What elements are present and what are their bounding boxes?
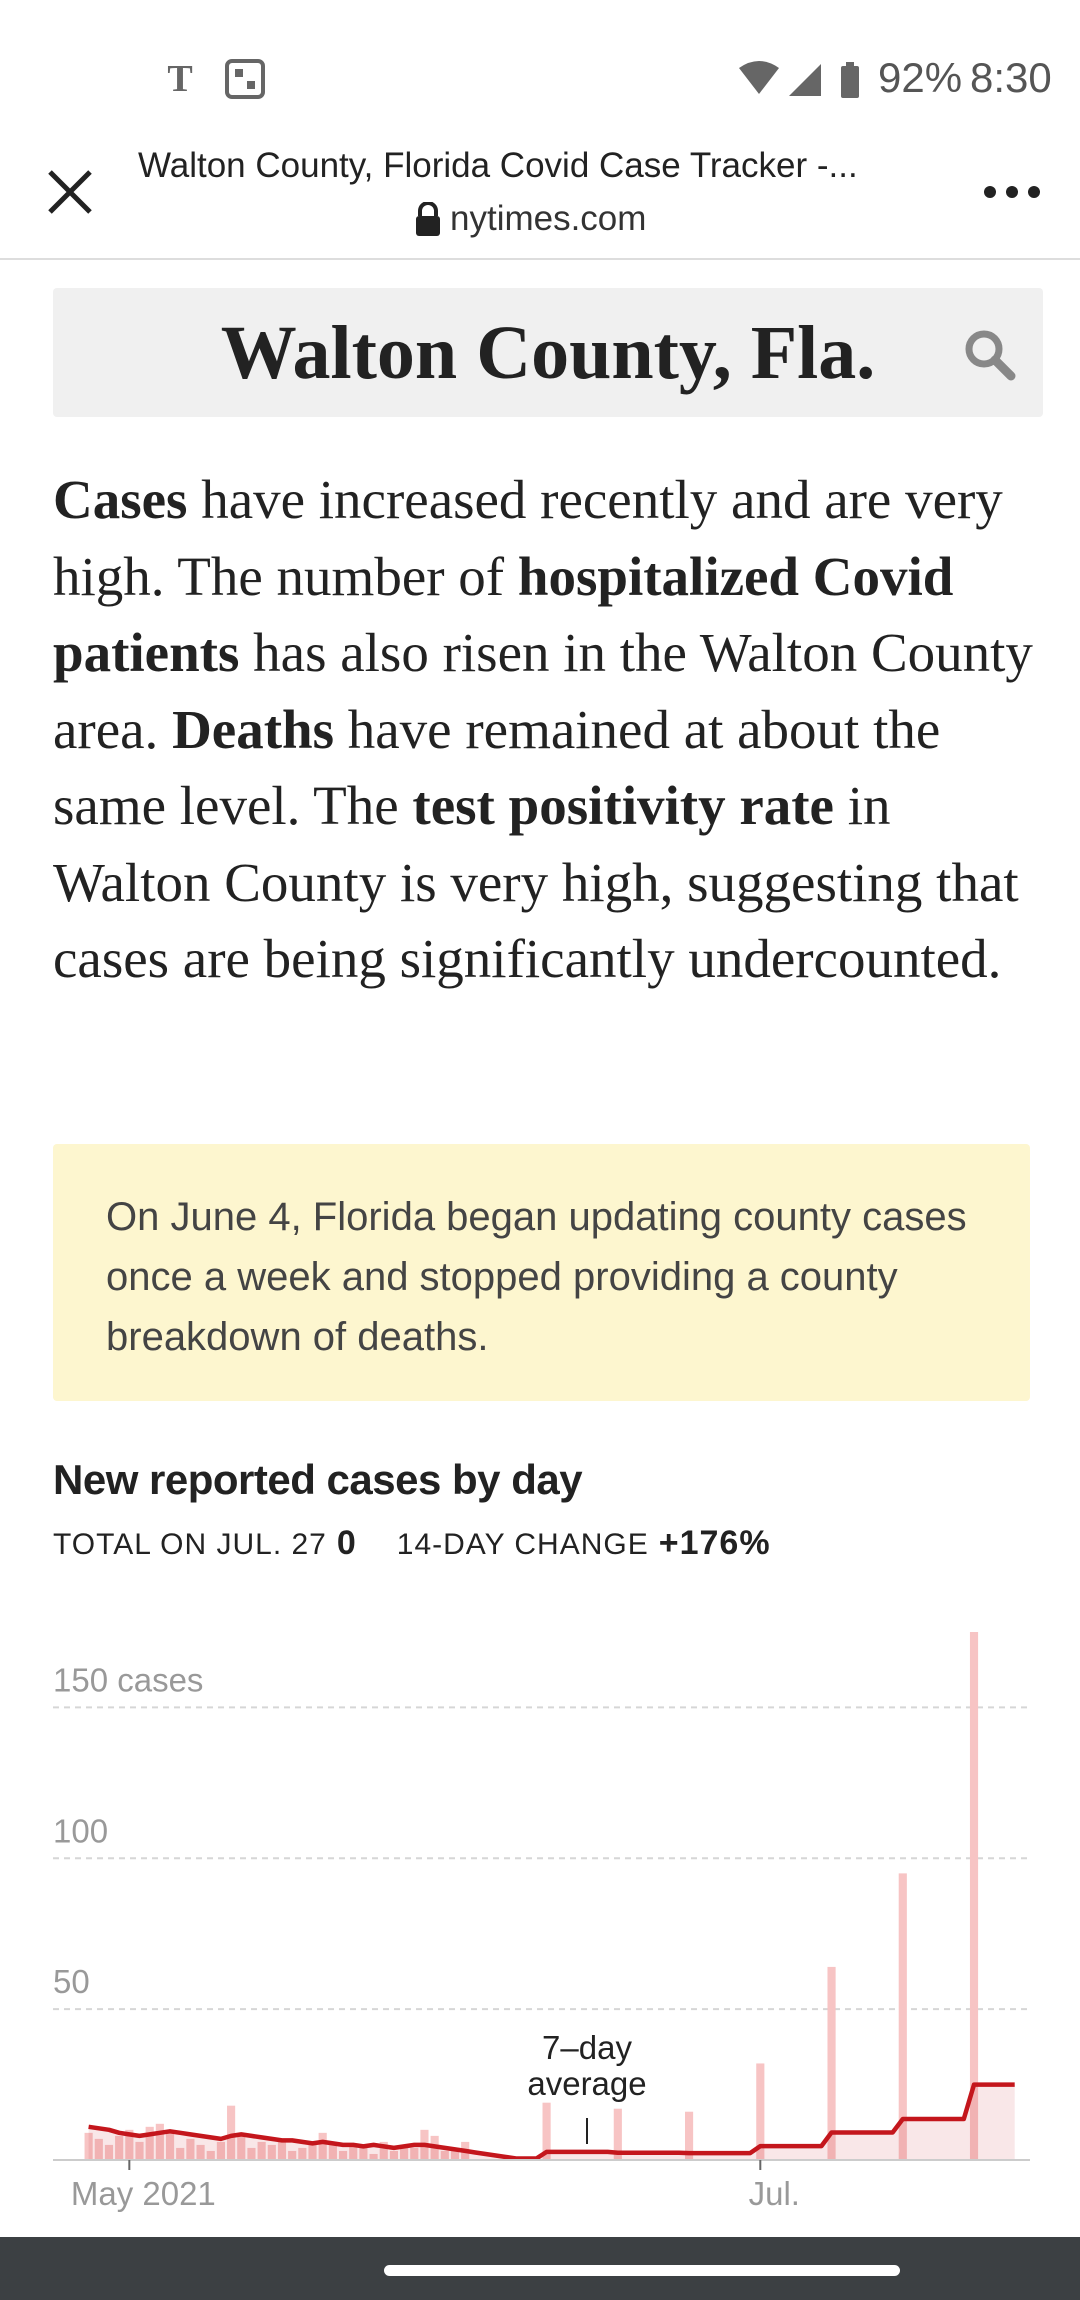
y-tick-label: 150 cases [53,1661,203,1698]
text: in Walton County is very high, suggestin… [53,775,1019,989]
bar [440,2150,449,2160]
bar [756,2063,765,2160]
text: has also risen in the Walton County area… [53,622,1033,760]
page-title: Walton County, Florida Covid Case Tracke… [138,146,858,185]
bar [216,2141,225,2160]
clock: 8:30 [970,54,1052,101]
bar [115,2135,124,2160]
notification-icons: T [167,58,265,100]
heading: Walton County, Fla. [220,311,876,395]
bar [898,1873,907,2160]
bar [206,2150,215,2160]
bar [176,2147,185,2160]
status-bar: T 92% 8:30 [0,0,1080,130]
home-indicator[interactable] [384,2265,900,2276]
bar [969,1632,979,2160]
bar [257,2141,266,2160]
bar [277,2138,287,2160]
annotation: 7–day average [527,2029,647,2102]
bar [237,2135,246,2160]
bar [186,2138,195,2160]
x-tick-label: May 2021 [71,2175,216,2212]
system-icons [739,61,859,98]
stat-label: TOTAL ON JUL. 27 [53,1528,327,1561]
bar [410,2147,419,2160]
bar [125,2129,134,2160]
bar [145,2126,154,2160]
close-button[interactable] [46,168,94,216]
chart: 50 100 150 cases May 2021 Jul. [53,1632,1030,2212]
bar [135,2141,144,2160]
battery-level: 92% [878,54,963,101]
bar [84,2132,93,2160]
browser-toolbar: Walton County, Florida Covid Case Tracke… [0,130,1080,260]
bold-text: hospitalized Covid patients [53,545,954,684]
chart-title: New reported cases by day [53,1456,583,1503]
text: have increased recently and are very hig… [53,469,1003,607]
bold-text: Deaths [172,698,335,760]
text: have remained at about the same level. T… [53,698,941,837]
bar [298,2147,307,2160]
bar [450,2147,460,2160]
y-tick-label: 50 [53,1963,90,2000]
bar [328,2141,337,2160]
bar [247,2147,256,2160]
bar [165,2132,175,2160]
bar [349,2144,358,2160]
bold-text: test positivity rate [412,775,834,836]
bar [369,2153,378,2160]
menu-button[interactable] [980,180,1044,204]
bar [155,2123,164,2160]
navigation-bar [0,2237,1080,2300]
bold-text: Cases [53,469,188,530]
summary: Cases have increased recently and are ve… [53,462,1053,998]
bar [94,2138,103,2160]
average-area [88,2084,1015,2160]
stat-label: 14-DAY CHANGE [396,1528,649,1561]
bar [359,2147,368,2160]
page-domain: nytimes.com [450,199,647,238]
bar [318,2132,327,2160]
bar [227,2105,236,2160]
x-tick-label: Jul. [749,2175,800,2212]
bar [267,2144,276,2160]
bar [542,2102,551,2160]
bar [400,2144,409,2160]
search-icon[interactable] [963,328,1017,382]
bar [308,2144,317,2160]
bar [338,2150,348,2160]
heading-box: Walton County, Fla. [53,288,1043,417]
note: On June 4, Florida began updating county… [53,1144,1030,1401]
bar [104,2144,114,2160]
bar [827,1966,836,2160]
bar [379,2141,388,2160]
bar [196,2144,205,2160]
stat-value: 0 [336,1524,357,1562]
bar [684,2111,694,2160]
svg-text:T: T [167,58,192,100]
chart-stats: TOTAL ON JUL. 27 0 14-DAY CHANGE +176% [53,1524,811,1563]
bar [389,2150,399,2160]
average-line [88,2082,1015,2161]
y-tick-label: 100 [53,1812,108,1849]
bar [613,2108,622,2160]
bar [288,2150,297,2160]
stat-value: +176% [658,1524,771,1562]
lock-icon [416,202,440,236]
